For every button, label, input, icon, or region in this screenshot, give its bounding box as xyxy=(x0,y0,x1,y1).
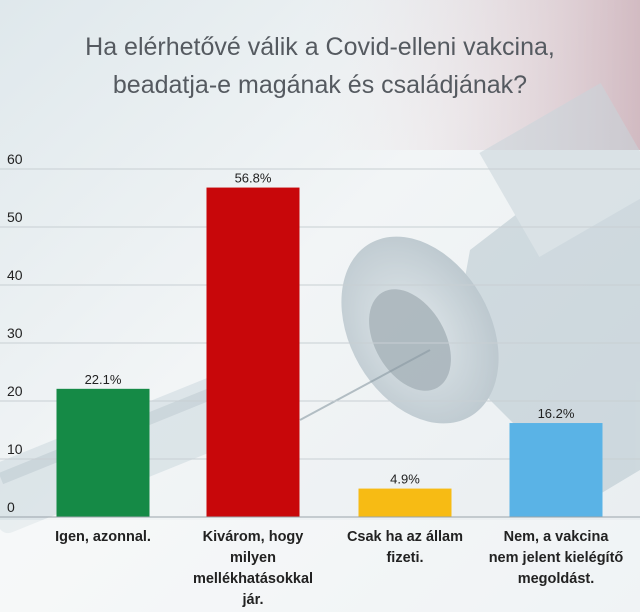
bar xyxy=(56,388,150,517)
category-label-line: mellékhatásokkal xyxy=(192,571,314,587)
bar xyxy=(358,488,452,517)
bar xyxy=(206,187,300,517)
y-tick-label: 40 xyxy=(7,267,23,283)
y-tick-label: 20 xyxy=(7,383,23,399)
category-label-line: megoldást. xyxy=(517,571,595,587)
y-tick-label: 50 xyxy=(7,209,23,225)
y-tick-label: 10 xyxy=(7,441,23,457)
bar-value-label: 16.2% xyxy=(538,406,575,421)
category-label-line: Igen, azonnal. xyxy=(55,529,151,545)
category-label-line: Kivárom, hogy xyxy=(202,529,304,545)
category-label: Csak ha az állam fizeti. xyxy=(335,527,475,569)
chart-title: Ha elérhetővé válik a Covid-elleni vakci… xyxy=(0,28,640,104)
category-label-line: nem jelent kielégítő xyxy=(488,550,624,566)
category-label-line: Nem, a vakcina xyxy=(503,529,609,545)
bar-value-label: 56.8% xyxy=(235,171,272,186)
y-tick-label: 0 xyxy=(7,499,15,515)
category-label-line: fizeti. xyxy=(386,550,424,566)
chart-title-line-2: beadatja-e magának és családjának? xyxy=(112,71,528,99)
category-label-line: Csak ha az állam xyxy=(346,529,464,545)
category-label-line: jár. xyxy=(242,592,264,608)
category-label-line: milyen xyxy=(230,550,276,566)
category-label: Kivárom, hogy milyen mellékhatásokkal jár. xyxy=(183,527,323,611)
y-tick-label: 60 xyxy=(7,151,23,167)
bar-value-label: 4.9% xyxy=(390,472,420,487)
category-label: Igen, azonnal. xyxy=(33,527,173,548)
chart-title-line-1: Ha elérhetővé válik a Covid-elleni vakci… xyxy=(85,33,555,61)
category-label: Nem, a vakcina nem jelent kielégítő megold… xyxy=(486,527,626,590)
bar-value-label: 22.1% xyxy=(85,372,122,387)
y-tick-label: 30 xyxy=(7,325,23,341)
bar xyxy=(509,423,603,517)
